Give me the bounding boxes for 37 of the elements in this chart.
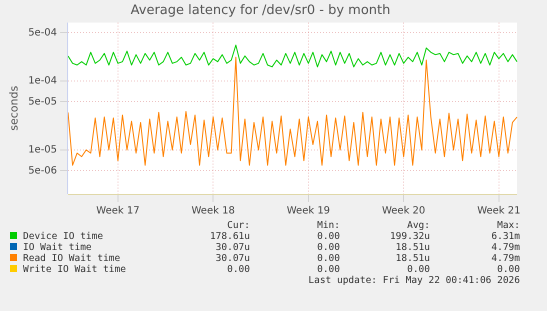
text: 0.00 bbox=[406, 264, 430, 275]
text: 18.51u bbox=[394, 253, 430, 264]
text: 0.00 bbox=[316, 231, 340, 242]
text: 30.07u bbox=[214, 242, 250, 253]
chart-title: Average latency for /dev/sr0 - by month bbox=[130, 3, 390, 18]
legend-label: Device IO time bbox=[22, 231, 104, 242]
text: 0.00 bbox=[316, 253, 340, 264]
text: Max: bbox=[496, 220, 520, 231]
x-tick-label: Week 19 bbox=[286, 206, 330, 217]
legend-label: Read IO Wait time bbox=[22, 253, 122, 264]
text: 6.31m bbox=[490, 231, 520, 242]
text: Last update: Fri May 22 00:41:06 2026 bbox=[307, 275, 520, 286]
legend-label: IO Wait time bbox=[22, 242, 93, 253]
legend-label: Write IO Wait time bbox=[22, 264, 127, 275]
x-tick-label: Week 21 bbox=[477, 206, 521, 217]
y-tick-label: 5e-04 bbox=[28, 27, 58, 38]
text: 0.00 bbox=[316, 242, 340, 253]
y-tick-label: 1e-04 bbox=[28, 76, 58, 87]
y-tick-label: 5e-06 bbox=[28, 165, 58, 176]
text: 178.61u bbox=[208, 231, 250, 242]
y-tick-label: 1e-05 bbox=[28, 144, 58, 156]
text: 30.07u bbox=[214, 253, 250, 264]
text: 0.00 bbox=[496, 264, 520, 275]
x-tick-label: Week 18 bbox=[192, 206, 235, 217]
text: 0.00 bbox=[226, 264, 250, 275]
text: 4.79m bbox=[490, 253, 520, 264]
text: 4.79m bbox=[490, 242, 520, 253]
text: Min: bbox=[316, 220, 340, 231]
text: Cur: bbox=[226, 220, 250, 231]
x-tick-label: Week 17 bbox=[96, 206, 140, 217]
text: Avg: bbox=[406, 220, 430, 231]
x-tick-label: Week 20 bbox=[382, 206, 426, 217]
text: 199.32u bbox=[388, 231, 430, 242]
text: 0.00 bbox=[316, 264, 340, 275]
y-tick-label: 5e-05 bbox=[28, 96, 58, 108]
y-axis-title: seconds bbox=[7, 86, 20, 131]
text: 18.51u bbox=[394, 242, 430, 253]
